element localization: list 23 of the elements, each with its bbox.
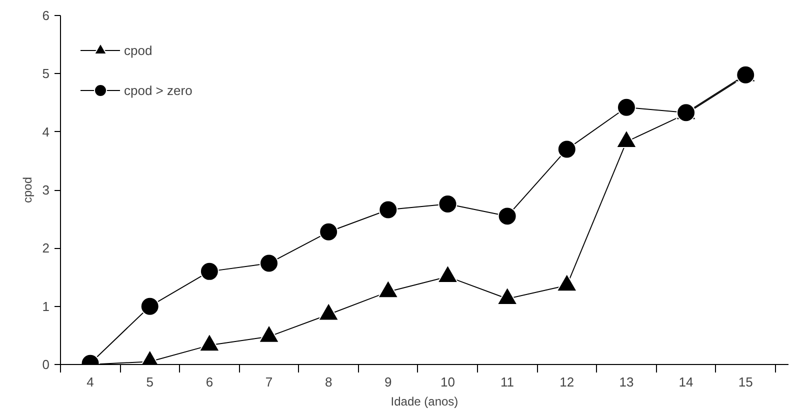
x-tick-label: 13 [619,374,634,390]
x-tick-label: 9 [384,374,392,390]
x-tick-label: 8 [324,374,332,390]
legend-label: cpod > zero [124,82,192,98]
x-tick-label: 15 [738,374,753,390]
x-tick-label: 4 [86,374,94,390]
x-tick-label: 5 [146,374,154,390]
y-tick-label: 6 [42,8,50,23]
y-tick-label: 3 [42,182,50,198]
x-tick-label: 14 [678,374,694,390]
legend-label: cpod [124,42,152,58]
y-tick-label: 5 [42,66,50,82]
y-tick-label: 0 [42,357,50,372]
y-tick-label: 4 [42,124,50,140]
y-tick-label: 1 [42,298,50,314]
x-axis-title: Idade (anos) [390,394,458,408]
x-tick-label: 10 [440,374,455,390]
y-tick-label: 2 [42,240,50,256]
y-axis-title: cpod [20,176,34,204]
x-tick-label: 7 [265,374,273,390]
x-tick-label: 12 [560,374,574,390]
x-tick-label: 11 [500,374,514,390]
x-tick-label: 6 [206,374,214,390]
